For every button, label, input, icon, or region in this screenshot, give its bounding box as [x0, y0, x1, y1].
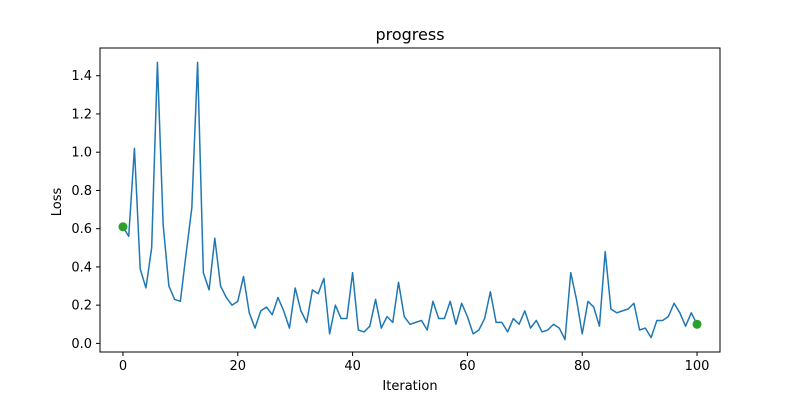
x-tick-label: 80	[574, 359, 591, 374]
plot-area-frame	[99, 47, 721, 353]
y-tick-label: 0.2	[71, 299, 92, 314]
y-tick-label: 1.4	[71, 69, 92, 84]
x-tick-label: 20	[230, 359, 247, 374]
loss-series-line	[122, 61, 698, 341]
chart-title: progress	[375, 25, 444, 44]
y-tick-label: 1.2	[71, 107, 92, 122]
y-axis: 0.0 0.2 0.4 0.6 0.8 1.0 1.2 1.4	[71, 69, 100, 352]
y-axis-label: Loss	[50, 188, 65, 217]
x-tick-label: 100	[685, 359, 710, 374]
x-axis-label: Iteration	[382, 379, 437, 394]
y-tick-label: 1.0	[71, 146, 92, 161]
y-tick-label: 0.8	[71, 184, 92, 199]
x-axis: 0 20 40 60 80 100	[119, 352, 710, 374]
y-tick-label: 0.4	[71, 260, 92, 275]
endpoint-marker	[118, 222, 128, 232]
x-tick-label: 0	[119, 359, 127, 374]
y-tick-label: 0.0	[71, 337, 92, 352]
y-tick-label: 0.6	[71, 222, 92, 237]
marker-layer	[118, 222, 702, 329]
series-layer	[122, 61, 698, 341]
x-tick-label: 60	[459, 359, 476, 374]
x-tick-label: 40	[344, 359, 361, 374]
endpoint-marker	[692, 319, 702, 329]
